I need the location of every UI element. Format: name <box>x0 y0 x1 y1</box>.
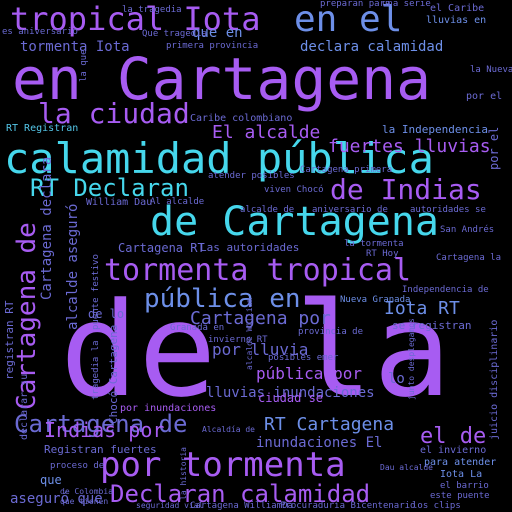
word-nueva-granada: Nueva Granada <box>340 295 411 305</box>
word-autoridades-se: autoridades se <box>410 205 486 215</box>
word-alcalde-de: alcalde de <box>240 205 295 215</box>
word-declara-calamidad: declara calamidad <box>300 39 444 55</box>
word-atender-posibles: atender posibles <box>208 171 295 181</box>
word-la-ciudad: la ciudad <box>38 97 190 130</box>
word-al-alcalde: Al alcalde <box>150 197 205 207</box>
word-de-cartagena: de Cartagena <box>150 199 439 245</box>
word-rt-hoy: RT Hoy <box>366 249 399 259</box>
word-la-tormenta: la tormenta <box>344 239 404 249</box>
word-la-nueva: la Nueva <box>470 65 512 75</box>
word-william-dau: William Dau <box>86 197 153 208</box>
word-dau-alcalde: Dau alcalde <box>380 463 433 472</box>
word-juicio-disciplinario: juicio disciplinario <box>489 319 500 440</box>
word-que-en: que en <box>192 25 243 41</box>
word-alcalde-aseguro: alcalde aseguró <box>65 203 81 330</box>
word-granada-en: Granada en <box>170 323 225 333</box>
word-cartagena-primera: Cartagena primera <box>300 165 393 175</box>
word-posibles-emer: posibles emer <box>268 353 339 363</box>
word-iota-rt: Iota RT <box>384 298 460 319</box>
word-iota-la: Iota La <box>440 469 483 480</box>
word-la-independencia: la Independencia <box>382 123 488 136</box>
word-de-la: de la <box>60 274 452 426</box>
word-provincia-de: provincia de <box>298 327 364 337</box>
word-proceso-de: proceso de <box>50 461 105 471</box>
word-para-atender: para atender <box>424 457 497 468</box>
word-el-de: el de <box>420 424 487 449</box>
word-cartagena-williamia: Cartagena WilliamDa <box>190 501 293 511</box>
word-cartagena-por: Cartagena por <box>190 308 331 329</box>
word-los-clips: los clips <box>412 501 461 511</box>
word-indias-por: Indias por <box>44 418 165 442</box>
word-de-colombia: de Colombia <box>60 487 113 496</box>
word-la-que: la que <box>79 49 89 82</box>
word-publica-en: pública en <box>144 284 301 314</box>
word-viven-choco: viven Chocó <box>264 185 324 195</box>
word-que: que <box>40 473 62 487</box>
word-procuradur-bicentenario: Procuraduría Bicentenario <box>280 501 416 511</box>
word-publica-por: pública por <box>256 364 362 383</box>
word-por-el-vertical: por el <box>487 126 501 170</box>
word-ciudad-se: ciudad se <box>258 391 324 405</box>
word-fuertes-lluvias: fuertes lluvias <box>328 136 491 157</box>
word-que-tienen: que tienen <box>60 497 109 506</box>
word-lluvias-en: lluvias en <box>426 15 487 26</box>
word-por-lluvia: por lluvia <box>212 340 309 359</box>
word-rt-cartagena: RT Cartagena <box>264 414 395 435</box>
word-tormenta-iota: tormenta Iota <box>20 39 130 55</box>
word-cartagena-declara: Cartagena declara <box>39 156 55 300</box>
word-san-andres: San Andrés <box>440 225 495 235</box>
word-calamidad-publica: calamidad pública <box>4 134 434 183</box>
word-declarar-su: declarar su <box>19 373 30 440</box>
word-caribe-colombiano: Caribe colombiano <box>190 113 293 124</box>
word-lo: lo <box>388 371 405 387</box>
word-por-tormenta: por tormenta <box>100 445 346 485</box>
word-cartagena-de: Cartagena de <box>14 410 188 438</box>
word-declaran-calamidad: Declaran calamidad <box>110 480 371 508</box>
word-primera-provincia: primera provincia <box>166 41 259 51</box>
word-aniversario-de: aniversario de <box>312 205 388 215</box>
word-la-historia: la historia <box>179 447 188 500</box>
word-preparan-para: preparan para <box>320 0 391 9</box>
word-la-tragedia: la tragedia <box>122 5 182 15</box>
word-por-inundaciones: por inundaciones <box>120 403 217 414</box>
word-cartagena-rt: Cartagena RT <box>118 241 205 255</box>
word-por-el: por el <box>466 91 503 102</box>
word-una-serie: una serie <box>382 0 431 9</box>
word-invierno-rt: invierno RT <box>208 335 268 345</box>
word-se-registran: se registran <box>392 319 472 332</box>
word-lluvias-inundaciones: lluvias inundaciones <box>206 385 375 401</box>
word-rt-registran: RT Registran <box>6 123 79 134</box>
word-este-puente: este puente <box>430 491 490 501</box>
word-el-caribe: el Caribe <box>430 3 485 14</box>
word-puente-festivo: puente festivo <box>91 254 101 330</box>
word-el-alcalde: El alcalde <box>212 122 321 143</box>
word-asegur-que: aseguró que <box>10 491 103 507</box>
word-independencia-de: Independencia de <box>402 285 489 295</box>
word-alcalde-william: alcalde William <box>245 297 254 370</box>
word-inundaciones-el: inundaciones El <box>256 435 383 451</box>
word-registran-rt: registran RT <box>3 300 16 380</box>
word-cartagena-la: Cartagena la <box>436 253 502 263</box>
word-registran-fuertes: Registran fuertes <box>44 443 157 456</box>
word-que-tragedia: Qué tragedia <box>142 29 208 39</box>
word-de-indias: de Indias <box>330 173 482 206</box>
word-seguridad-vial: seguridad vial <box>136 501 204 510</box>
word-choco-cartagena: Chocó Cartagena <box>107 324 120 424</box>
word-el-invierno: el invierno <box>420 445 487 456</box>
word-tormenta-tropical: tormenta tropical <box>104 253 412 288</box>
word-es-aniversario: es aniversario <box>2 27 78 37</box>
word-las-autoridades: Las autoridades <box>200 241 300 254</box>
word-en-cartagena: en Cartagena <box>12 45 432 113</box>
word-junto-desplegamos: junto desplegamos <box>407 318 416 400</box>
word-tropical-iota: tropical Iota <box>10 0 261 38</box>
word-alcaldia-de: Alcaldía de <box>202 425 255 434</box>
word-en-el: en el <box>294 0 403 40</box>
word-de-lo: de lo <box>88 307 125 321</box>
word-el-barrio: el barrio <box>440 481 489 491</box>
word-rt-declaran: RT Declaran <box>30 174 189 202</box>
word-tragedia-la: tragedia la <box>91 340 101 400</box>
